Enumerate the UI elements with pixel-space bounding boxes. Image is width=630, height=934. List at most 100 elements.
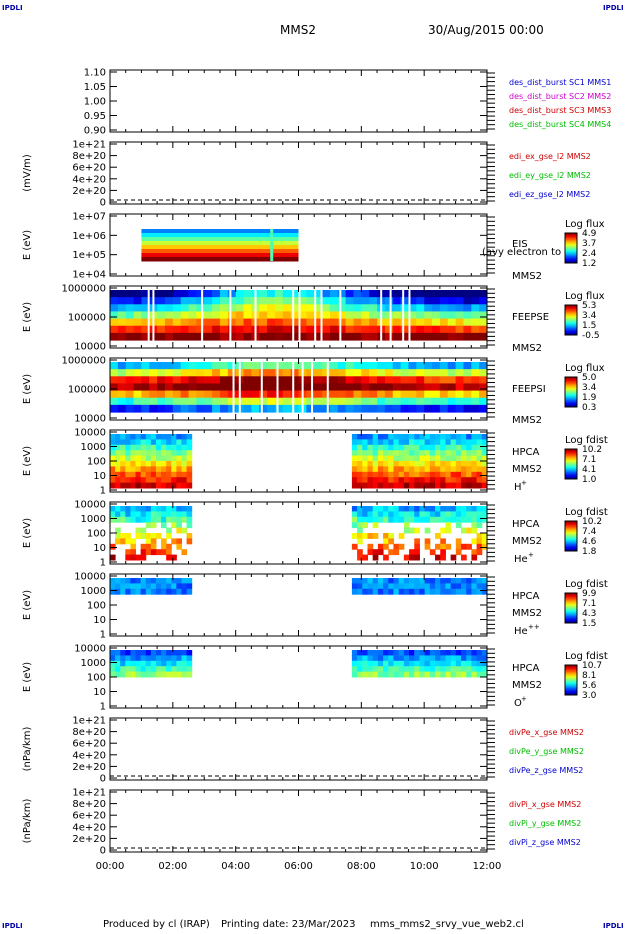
footer-file-name: mms_mms2_srvy_vue_web2.cl bbox=[370, 919, 524, 930]
y-tick-label: 8e+20 bbox=[72, 727, 106, 738]
colorbar-label: 5.0 bbox=[582, 373, 597, 383]
y-axis-label: E (eV) bbox=[22, 518, 33, 548]
y-tick-label: 2e+20 bbox=[72, 834, 106, 845]
y-tick-label: 1.05 bbox=[84, 82, 106, 93]
legend-entry: divPi_x_gse MMS2 bbox=[509, 800, 581, 809]
colorbar-label: 2.4 bbox=[582, 249, 597, 259]
panel-8: 10000 1000 100 10 1 E (eV) HPCA MMS2 He ++ Log fdi… bbox=[22, 572, 608, 641]
spectrogram-3 bbox=[141, 229, 299, 262]
y-tick-label: 6e+20 bbox=[72, 739, 106, 750]
colorbar-label: 8.1 bbox=[582, 671, 596, 681]
instrument-label: FEEPSE bbox=[512, 312, 549, 323]
colorbar-label: -0.5 bbox=[582, 331, 600, 341]
species-label: He bbox=[514, 626, 528, 637]
spectrogram-6 bbox=[110, 434, 487, 489]
y-tick-label: 100 bbox=[87, 529, 106, 540]
y-tick-label: 1e+07 bbox=[72, 212, 106, 223]
panel-5: 1000000 100000 10000 E (eV) FEEPSI MMS2 Log fl… bbox=[22, 356, 605, 427]
x-tick-label: 02:00 bbox=[158, 861, 187, 872]
legend-entry: divPi_y_gse MMS2 bbox=[509, 819, 581, 828]
y-tick-label: 6e+20 bbox=[72, 811, 106, 822]
colorbar bbox=[564, 232, 578, 264]
y-tick-label: 8e+20 bbox=[72, 799, 106, 810]
species-label: O bbox=[514, 698, 522, 709]
instrument-label: HPCA bbox=[512, 663, 540, 674]
colorbar-label: 4.3 bbox=[582, 609, 596, 619]
colorbar-label: 1.0 bbox=[582, 475, 597, 485]
y-axis-label: E (eV) bbox=[22, 590, 33, 620]
instrument-label: MMS2 bbox=[512, 415, 542, 426]
overlay-label: (avy electron to bbox=[482, 247, 561, 258]
y-tick-label: 1000000 bbox=[61, 356, 106, 367]
y-tick-label: 1e+06 bbox=[72, 231, 106, 242]
y-tick-label: 1000 bbox=[81, 658, 106, 669]
y-tick-label: 100 bbox=[87, 673, 106, 684]
species-label: He bbox=[514, 554, 528, 565]
y-tick-label: 10 bbox=[93, 471, 106, 482]
colorbar bbox=[564, 304, 578, 336]
instrument-label: FEEPSI bbox=[512, 384, 546, 395]
y-tick-label: 1 bbox=[100, 558, 106, 569]
date-title: 30/Aug/2015 00:00 bbox=[428, 23, 544, 37]
colorbar-label: 5.3 bbox=[582, 301, 596, 311]
y-tick-label: 4e+20 bbox=[72, 174, 106, 185]
y-tick-label: 0.90 bbox=[84, 126, 106, 137]
instrument-label: HPCA bbox=[512, 591, 540, 602]
instrument-label: MMS2 bbox=[512, 680, 542, 691]
legend-entry: des_dist_burst SC1 MMS1 bbox=[509, 78, 611, 87]
y-tick-label: 1000 bbox=[81, 586, 106, 597]
instrument-label: MMS2 bbox=[512, 608, 542, 619]
colorbar-label: 3.4 bbox=[582, 311, 597, 321]
panel-3: 1e+07 1e+06 1e+05 1e+04 E (eV) EIS MMS2 (avy el… bbox=[22, 212, 605, 283]
colorbar-label: 7.4 bbox=[582, 527, 597, 537]
instrument-label: MMS2 bbox=[512, 343, 542, 354]
footer-printing-date: Printing date: 23/Mar/2023 bbox=[221, 919, 356, 930]
y-tick-label: 10000 bbox=[74, 644, 106, 655]
spectrogram-4 bbox=[110, 286, 487, 348]
x-tick-label: 12:00 bbox=[473, 861, 502, 872]
y-axis-label: (nPa/km) bbox=[22, 727, 33, 772]
colorbar-title: Log fdist bbox=[565, 579, 608, 590]
instrument-label: EIS bbox=[512, 239, 528, 250]
x-tick-label: 10:00 bbox=[410, 861, 439, 872]
species-label: H bbox=[514, 482, 522, 493]
colorbar-label: 7.1 bbox=[582, 455, 596, 465]
species-charge: + bbox=[521, 479, 527, 487]
y-tick-label: 10 bbox=[93, 543, 106, 554]
panel-1: 1.10 1.05 1.00 0.95 0.90 des_dist_burst SC1 M… bbox=[84, 68, 612, 137]
spacecraft-title: MMS2 bbox=[280, 23, 316, 37]
colorbar-label: 3.4 bbox=[582, 383, 597, 393]
colorbar bbox=[564, 664, 578, 696]
y-tick-label: 1e+21 bbox=[72, 788, 106, 799]
colorbar-label: 10.2 bbox=[582, 517, 602, 527]
x-tick-label: 04:00 bbox=[221, 861, 250, 872]
colorbar-title: Log fdist bbox=[565, 507, 608, 518]
y-tick-label: 100000 bbox=[68, 313, 106, 324]
legend-entry: divPe_x_gse MMS2 bbox=[509, 728, 584, 737]
colorbar-title: Log flux bbox=[565, 219, 605, 230]
y-axis-label: E (eV) bbox=[22, 230, 33, 260]
y-tick-label: 1000000 bbox=[61, 284, 106, 295]
panel-7: 10000 1000 100 10 1 E (eV) HPCA MMS2 He + Log fdis… bbox=[22, 500, 608, 569]
colorbar-title: Log flux bbox=[565, 291, 605, 302]
colorbar-label: 9.9 bbox=[582, 589, 597, 599]
spectrogram-5 bbox=[110, 358, 487, 420]
panel-9: 10000 1000 100 10 1 E (eV) HPCA MMS2 O + Log fdist… bbox=[22, 644, 608, 713]
colorbar-label: 4.9 bbox=[582, 229, 597, 239]
y-tick-label: 10 bbox=[93, 615, 106, 626]
colorbar-title: Log fdist bbox=[565, 651, 608, 662]
colorbar-label: 1.2 bbox=[582, 259, 596, 269]
y-tick-label: 1e+04 bbox=[72, 270, 106, 281]
colorbar-label: 1.5 bbox=[582, 321, 596, 331]
y-tick-label: 10000 bbox=[74, 414, 106, 425]
legend-entry: des_dist_burst SC4 MMS4 bbox=[509, 120, 611, 129]
corner-label-bottom-left: IPDLI bbox=[2, 922, 23, 930]
y-tick-label: 10000 bbox=[74, 500, 106, 511]
y-tick-label: 0 bbox=[100, 774, 106, 785]
x-tick-label: 08:00 bbox=[347, 861, 376, 872]
y-tick-label: 8e+20 bbox=[72, 151, 106, 162]
y-tick-label: 1000 bbox=[81, 442, 106, 453]
y-axis-label: (nPa/km) bbox=[22, 799, 33, 844]
